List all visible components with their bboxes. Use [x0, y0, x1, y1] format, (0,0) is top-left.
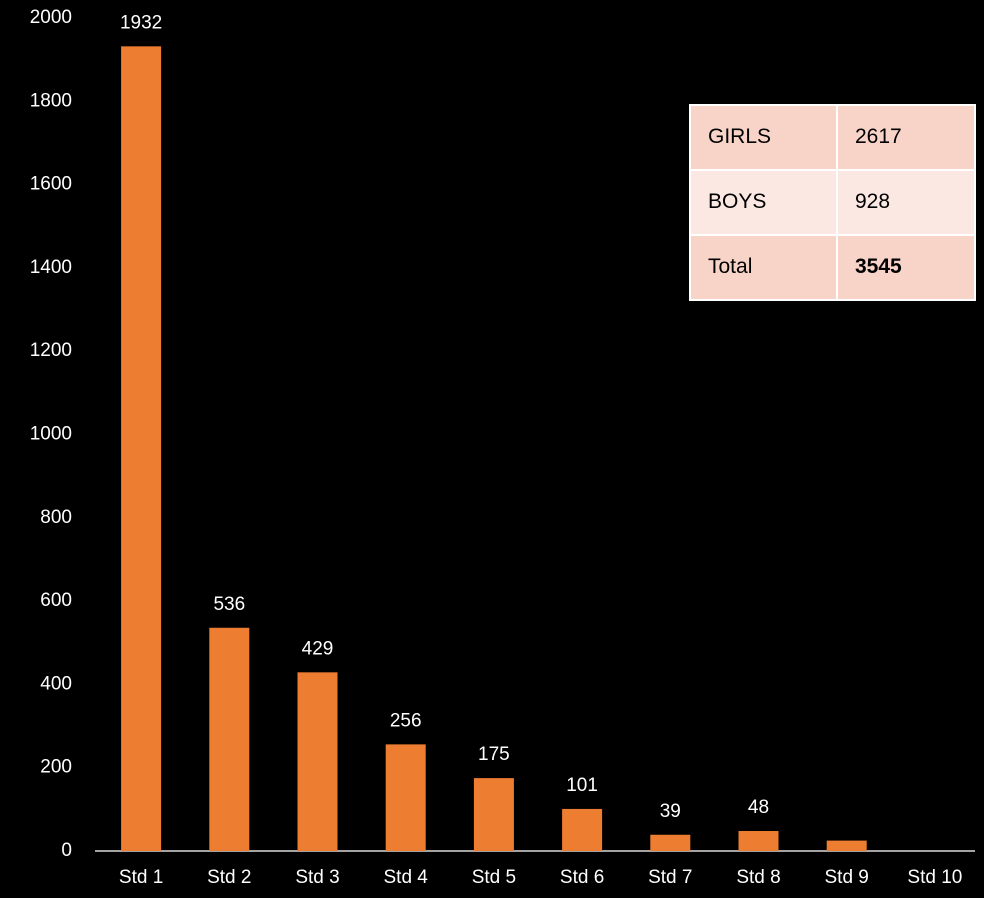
table-text: 2617 — [855, 125, 902, 148]
y-tick-label: 0 — [61, 840, 72, 861]
bar — [473, 778, 514, 851]
table-cell — [836, 104, 976, 171]
data-label: 39 — [660, 801, 681, 822]
bar — [826, 840, 867, 851]
y-tick-label: 1200 — [30, 340, 72, 361]
y-tick-label: 2000 — [30, 7, 72, 28]
x-tick-label: Std 3 — [295, 867, 339, 888]
table-text: BOYS — [708, 190, 766, 213]
bar — [738, 831, 779, 851]
y-tick-label: 800 — [40, 507, 72, 528]
data-label: 536 — [213, 594, 245, 615]
bar — [209, 627, 250, 851]
data-label: 175 — [478, 744, 510, 765]
x-tick-label: Std 1 — [119, 867, 163, 888]
table-text: 928 — [855, 190, 890, 213]
y-tick-label: 1400 — [30, 257, 72, 278]
table-cell — [836, 234, 976, 301]
table-text: 3545 — [855, 255, 902, 278]
x-tick-label: Std 6 — [560, 867, 604, 888]
x-tick-label: Std 2 — [207, 867, 251, 888]
y-tick-label: 1000 — [30, 424, 72, 445]
y-tick-label: 1800 — [30, 90, 72, 111]
bar — [121, 46, 162, 851]
bar — [385, 744, 426, 851]
data-label: 1932 — [120, 12, 162, 33]
x-tick-label: Std 4 — [384, 867, 429, 888]
data-label: 101 — [566, 775, 598, 796]
y-tick-label: 1600 — [30, 174, 72, 195]
table-text: GIRLS — [708, 125, 771, 148]
x-tick-label: Std 5 — [472, 867, 516, 888]
data-label: 429 — [302, 638, 334, 659]
x-tick-label: Std 10 — [907, 867, 962, 888]
bar — [297, 672, 338, 851]
bar — [562, 808, 603, 851]
table-text: Total — [708, 255, 752, 278]
y-tick-label: 200 — [40, 757, 72, 778]
data-label: 48 — [748, 797, 769, 818]
data-label: 256 — [390, 710, 422, 731]
bar — [650, 834, 691, 851]
y-tick-label: 600 — [40, 590, 72, 611]
x-tick-label: Std 8 — [736, 867, 780, 888]
x-tick-label: Std 9 — [825, 867, 869, 888]
y-tick-label: 400 — [40, 673, 72, 694]
x-tick-label: Std 7 — [648, 867, 692, 888]
